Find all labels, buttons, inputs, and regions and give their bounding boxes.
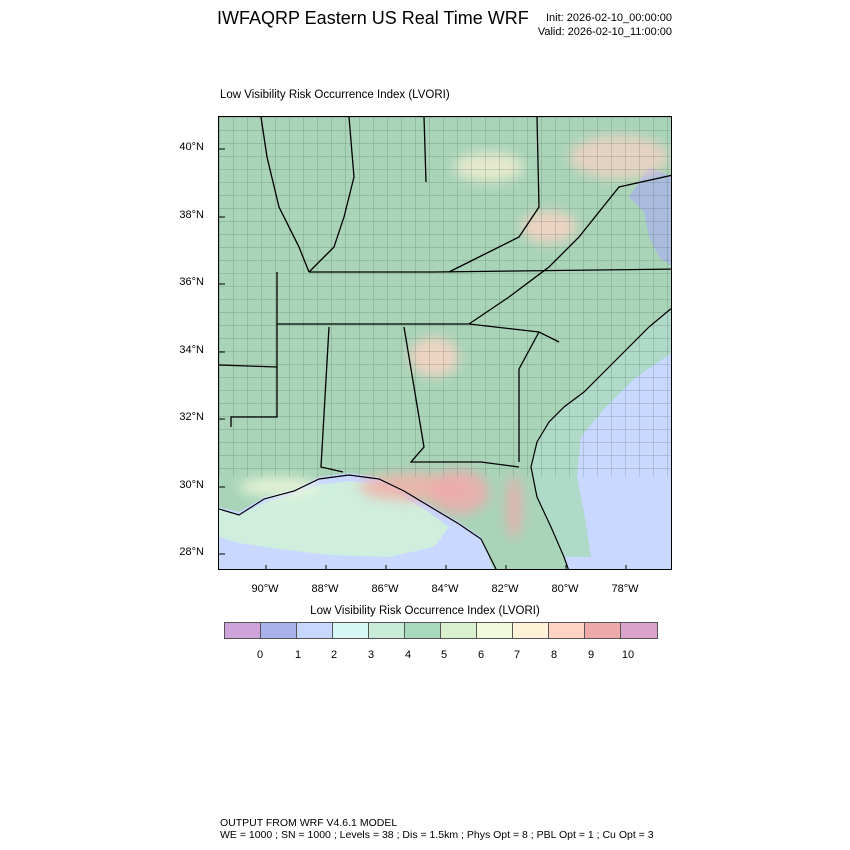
- colorbar-label-4: 4: [404, 649, 412, 661]
- colorbar-title: Low Visibility Risk Occurrence Index (LV…: [310, 605, 540, 617]
- lon-label-88w: 88°W: [311, 583, 339, 595]
- colorbar-box: [585, 623, 621, 638]
- colorbar-box: [405, 623, 441, 638]
- state-boundaries: [219, 117, 671, 473]
- lon-label-86w: 86°W: [371, 583, 399, 595]
- main-title: IWFAQRP Eastern US Real Time WRF: [217, 8, 529, 28]
- colorbar-label-1: 1: [294, 649, 302, 661]
- init-time: Init: 2026-02-10_00:00:00: [546, 12, 672, 24]
- lat-label-36n: 36°N: [179, 276, 204, 288]
- colorbar-label-2: 2: [330, 649, 338, 661]
- model-config-line: WE = 1000 ; SN = 1000 ; Levels = 38 ; Di…: [220, 829, 654, 841]
- colorbar-label-9: 9: [587, 649, 595, 661]
- map-panel: [218, 116, 672, 570]
- map-ticks: [219, 148, 627, 569]
- colorbar-label-8: 8: [550, 649, 558, 661]
- colorbar-box: [441, 623, 477, 638]
- lat-label-30n: 30°N: [179, 479, 204, 491]
- lon-label-82w: 82°W: [491, 583, 519, 595]
- colorbar-label-7: 7: [513, 649, 521, 661]
- lon-label-80w: 80°W: [551, 583, 579, 595]
- colorbar-box: [549, 623, 585, 638]
- lvori-map: [219, 117, 671, 569]
- lat-label-38n: 38°N: [179, 209, 204, 221]
- lat-label-32n: 32°N: [179, 411, 204, 423]
- colorbar-box: [225, 623, 261, 638]
- lat-label-34n: 34°N: [179, 344, 204, 356]
- colorbar-box: [477, 623, 513, 638]
- lon-label-78w: 78°W: [611, 583, 639, 595]
- colorbar-label-3: 3: [367, 649, 375, 661]
- lon-label-90w: 90°W: [251, 583, 279, 595]
- colorbar-label-0: 0: [256, 649, 264, 661]
- colorbar-box: [333, 623, 369, 638]
- valid-time: Valid: 2026-02-10_11:00:00: [537, 26, 672, 38]
- gulf-coastline: [219, 474, 497, 569]
- colorbar-box: [297, 623, 333, 638]
- colorbar-box: [513, 623, 549, 638]
- colorbar-box: [369, 623, 405, 638]
- colorbar-label-5: 5: [440, 649, 448, 661]
- colorbar-box: [261, 623, 297, 638]
- atlantic-coastline: [530, 307, 671, 569]
- county-lines: [219, 117, 671, 477]
- model-output-line: OUTPUT FROM WRF V4.6.1 MODEL: [220, 817, 398, 829]
- map-title: Low Visibility Risk Occurrence Index (LV…: [220, 89, 450, 101]
- lat-label-40n: 40°N: [179, 141, 204, 153]
- lon-label-84w: 84°W: [431, 583, 459, 595]
- colorbar-label-6: 6: [477, 649, 485, 661]
- colorbar-box: [621, 623, 657, 638]
- colorbar: [224, 622, 658, 639]
- lat-label-28n: 28°N: [179, 546, 204, 558]
- colorbar-label-10: 10: [621, 649, 635, 661]
- gulf-shelf: [219, 481, 449, 557]
